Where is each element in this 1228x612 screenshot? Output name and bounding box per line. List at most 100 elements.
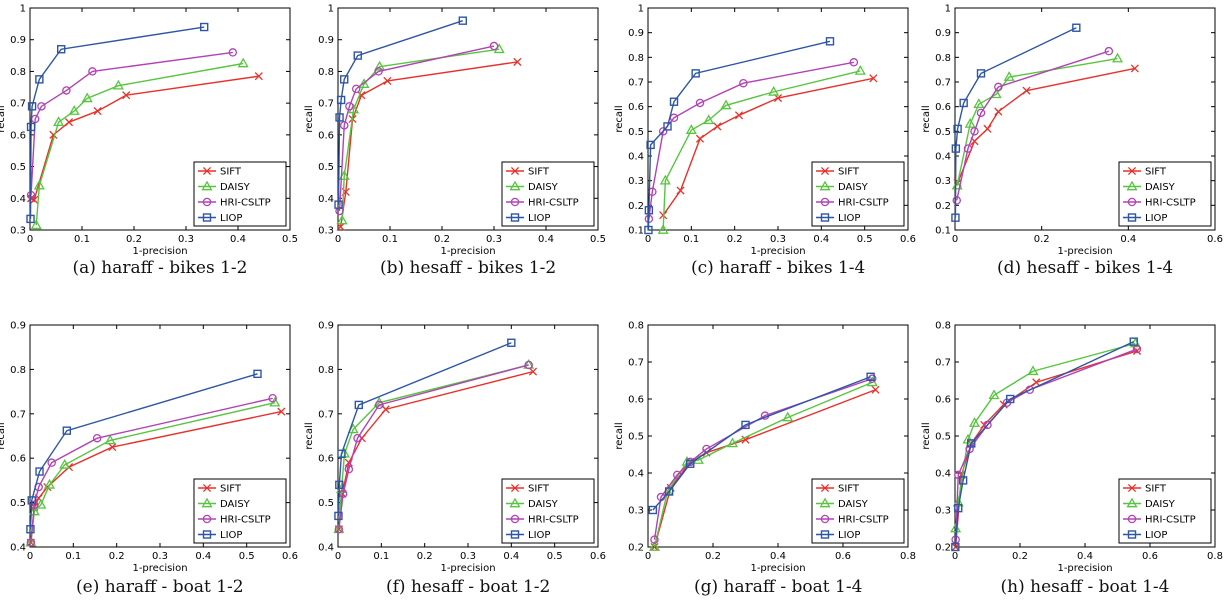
y-tick-label: 0.6 [935,102,951,113]
series-hri-csltp [644,58,859,224]
y-tick-label: 0.4 [935,469,951,480]
y-tick-label: 0.4 [318,194,334,205]
data-point [646,140,655,150]
data-point [507,338,516,347]
y-tick-label: 0.2 [935,543,951,554]
chart-panel: 0 0.2 0.4 0.6 0.8 0.2 0.3 0.4 0.5 0.6 0.7 0.8 1-prec… [608,319,922,585]
series-liop [26,22,209,224]
y-tick-label: 0.9 [318,321,334,332]
data-point [741,435,750,444]
y-axis-label: recall [304,105,315,132]
y-tick-label: 0.9 [935,28,951,39]
data-point [953,124,962,134]
x-tick-label: 0.2 [1034,234,1050,245]
y-tick-label: 0.5 [628,127,644,138]
chart-panel: 0 0.2 0.4 0.6 0.8 0.2 0.3 0.4 0.5 0.6 0.7 0.8 1-prec… [915,319,1228,585]
data-point [30,219,42,230]
data-point [983,420,992,430]
data-point [1022,86,1031,95]
series-line [339,61,518,227]
y-tick-label: 0.5 [10,498,26,509]
legend-marker [1127,166,1137,176]
data-point [93,107,102,116]
chart-svg: 0 0.1 0.2 0.3 0.4 0.5 0.3 0.4 0.5 0.6 0.7 0.8 0.9 1 1-… [304,4,606,258]
series-line [954,342,1136,529]
data-point [994,107,1003,116]
x-tick-label: 0.4 [538,234,554,245]
x-tick-label: 0.5 [857,234,873,245]
data-point [339,121,349,130]
chart-svg: 0 0.2 0.4 0.6 0.80.20.30.40.50.60.70.81-prec… [614,321,916,575]
data-point [968,417,981,427]
legend-label: DAISY [220,182,251,193]
y-tick-label: 0.1 [935,226,951,237]
data-point [663,122,672,131]
y-tick-label: 0.9 [628,28,644,39]
legend-label: DAISY [838,182,869,193]
x-tick-label: 0.3 [152,551,168,562]
y-axis-label: recall [921,422,932,449]
data-point [951,213,960,222]
data-point [695,134,705,143]
legend-marker [202,197,212,207]
x-tick-label: 0 [952,551,958,562]
series-line [954,27,1077,218]
data-point [354,400,363,410]
legend-marker [510,483,520,493]
data-point [1129,337,1138,346]
series-liop [334,338,516,521]
x-tick-label: 0.4 [813,234,829,245]
y-tick-label: 0.3 [935,176,951,187]
chart-svg: 0 0.2 0.4 0.6 0.80.20.30.40.50.60.70.81-prec… [921,321,1223,575]
legend-label: LIOP [838,530,860,541]
y-tick-label: 0.1 [628,226,644,237]
subfigure-caption: (c) haraff - bikes 1-4 [691,258,866,278]
legend-label: LIOP [528,213,550,224]
data-point [976,108,986,118]
chart-svg: 0 0.1 0.2 0.3 0.4 0.5 0.6 0.4 0.5 0.6 0.7 0.8 0.9 1-p… [0,321,298,575]
data-point [659,174,671,185]
series-line [647,40,831,231]
y-tick-label: 0.8 [10,365,26,376]
y-axis-label: recall [304,422,315,449]
data-point [720,99,732,110]
y-tick-label: 0.6 [10,130,26,141]
x-tick-label: 0.5 [282,234,298,245]
chart-panel: 0 0.1 0.2 0.3 0.4 0.5 0.3 0.4 0.5 0.6 0.7 0.8 0.9 1 1-… [298,2,612,268]
x-tick-label: 0 [27,551,33,562]
x-tick-label: 0.4 [503,551,519,562]
x-tick-label: 0 [952,234,958,245]
data-point [35,498,47,509]
x-tick-label: 0.4 [195,551,211,562]
y-tick-label: 0.2 [935,201,951,212]
data-point [685,124,697,134]
legend-marker [1126,180,1138,191]
y-tick-label: 0.5 [935,432,951,443]
data-point [528,367,538,376]
subfigure-caption: (b) hesaff - bikes 1-2 [380,258,557,278]
legend-label: LIOP [1145,213,1167,224]
legend: SIFT DAISY HRI-CSLTP LIOP [1118,161,1212,227]
data-point [228,48,238,57]
data-point [43,478,56,489]
data-point [964,118,976,128]
x-tick-label: 0.3 [486,234,502,245]
legend-marker [510,514,520,524]
series-daisy [951,52,1124,190]
data-point [648,541,661,551]
legend-marker [1127,514,1137,524]
legend-label: DAISY [838,499,869,510]
legend-marker [509,497,521,508]
data-point [374,400,384,410]
y-tick-label: 0.3 [10,226,26,237]
y-tick-label: 0.4 [628,469,644,480]
y-tick-label: 1 [638,4,644,15]
y-tick-label: 0.6 [318,454,334,465]
chart-panel: 0 0.1 0.2 0.3 0.4 0.5 0.3 0.4 0.5 0.6 0.7 0.8 0.9 1 1-… [0,2,304,268]
data-point [644,206,654,215]
chart-svg: 0 0.1 0.2 0.3 0.4 0.5 0.3 0.4 0.5 0.6 0.7 0.8 0.9 1 1-… [0,4,298,258]
data-point [695,98,705,108]
legend-marker [820,213,830,222]
y-tick-label: 0.4 [10,543,26,554]
data-point [53,116,65,127]
